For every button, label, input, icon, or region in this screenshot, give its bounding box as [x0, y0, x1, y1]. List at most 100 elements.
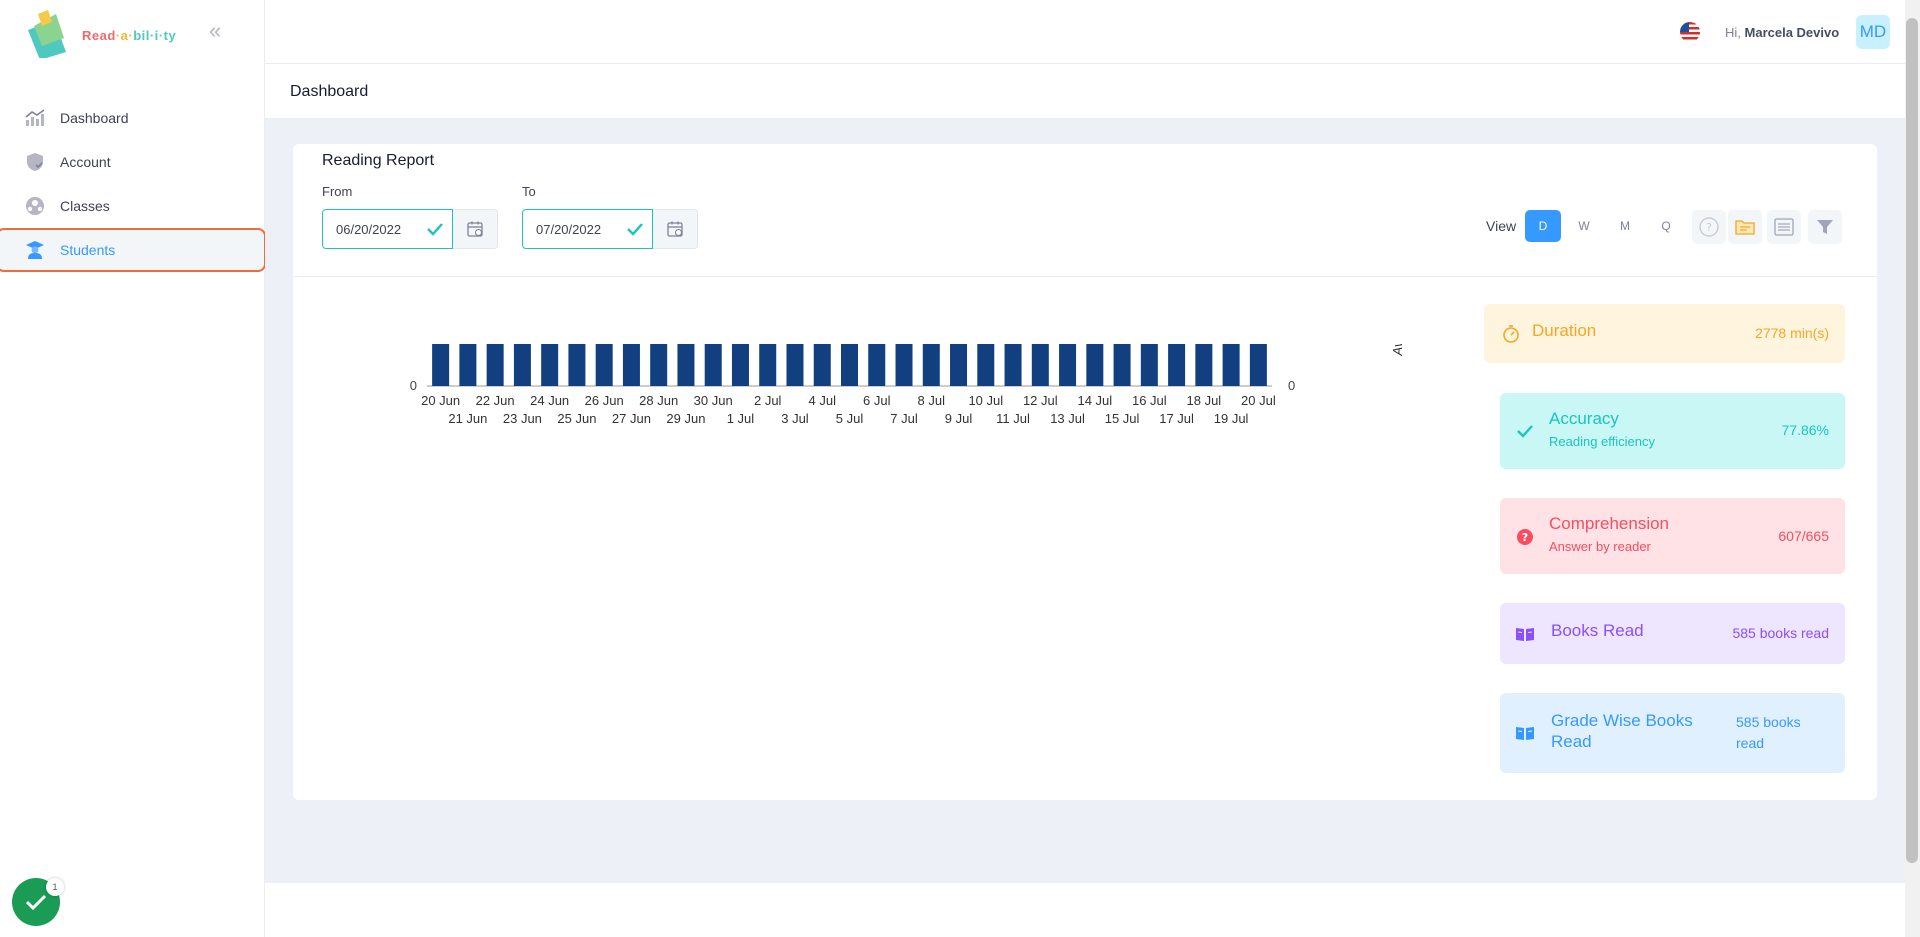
folder-button[interactable]: [1728, 210, 1762, 244]
greeting-prefix: Hi,: [1725, 25, 1741, 40]
svg-text:?: ?: [1522, 531, 1528, 544]
bar: [922, 344, 940, 386]
x-tick-label: 5 Jul: [836, 411, 864, 426]
y-tick-label: 0: [410, 378, 417, 393]
stopwatch-icon: [1500, 323, 1522, 345]
x-tick-label: 26 Jun: [585, 393, 624, 408]
to-calendar-button[interactable]: [653, 209, 698, 249]
stat-card-books-read[interactable]: Books Read 585 books read: [1500, 603, 1845, 664]
x-tick-label: 15 Jul: [1105, 411, 1140, 426]
sidebar-item-dashboard[interactable]: Dashboard: [0, 96, 265, 140]
view-label: View: [1486, 218, 1517, 234]
view-month-button[interactable]: M: [1620, 219, 1630, 233]
list-icon: [1774, 218, 1794, 236]
x-tick-label: 19 Jul: [1214, 411, 1249, 426]
sidebar-item-students[interactable]: Students: [0, 228, 266, 272]
view-quarter-button[interactable]: Q: [1661, 219, 1671, 233]
calendar-icon: [467, 221, 483, 237]
logo-text: Read·a·bil·i·ty: [82, 28, 177, 43]
notification-count: 1: [46, 878, 64, 896]
stat-card-duration[interactable]: Duration 2778 min(s): [1484, 304, 1845, 363]
view-day-button[interactable]: D: [1525, 210, 1561, 242]
x-tick-label: 3 Jul: [781, 411, 809, 426]
bar: [677, 344, 695, 386]
app-logo[interactable]: Read·a·bil·i·ty: [26, 8, 196, 60]
sidebar-item-label: Dashboard: [60, 110, 129, 126]
x-tick-label: 28 Jun: [639, 393, 678, 408]
x-tick-label: 11 Jul: [996, 411, 1030, 426]
x-tick-label: 13 Jul: [1050, 411, 1085, 426]
sidebar-item-classes[interactable]: Classes: [0, 184, 265, 228]
bar: [895, 344, 913, 386]
bar: [432, 344, 450, 386]
stat-subtitle: Answer by reader: [1549, 539, 1651, 554]
double-chevron-left-icon[interactable]: «: [209, 18, 222, 43]
to-date-value: 07/20/2022: [536, 221, 602, 237]
stat-value: 607/665: [1778, 528, 1829, 544]
bar: [1031, 344, 1049, 386]
to-date-group: 07/20/2022: [522, 209, 698, 249]
shield-icon: [24, 151, 46, 173]
x-tick-label: 20 Jun: [421, 393, 460, 408]
sidebar-item-account[interactable]: Account: [0, 140, 265, 184]
help-button[interactable]: ?: [1692, 210, 1726, 244]
from-label: From: [322, 184, 353, 199]
from-date-value: 06/20/2022: [336, 221, 402, 237]
x-tick-label: 17 Jul: [1159, 411, 1194, 426]
to-label: To: [522, 184, 536, 199]
bar: [1113, 344, 1131, 386]
bar: [950, 344, 968, 386]
x-tick-label: 12 Jul: [1023, 393, 1058, 408]
question-circle-icon: ?: [1514, 526, 1536, 548]
sidebar-item-label: Classes: [60, 198, 110, 214]
stat-value: 585 books read: [1736, 714, 1801, 751]
avatar[interactable]: MD: [1856, 15, 1890, 49]
x-tick-label: 14 Jul: [1077, 393, 1112, 408]
filter-button[interactable]: [1808, 210, 1842, 244]
filter-icon: [1817, 220, 1833, 234]
x-tick-label: 27 Jun: [612, 411, 651, 426]
x-tick-label: 24 Jun: [530, 393, 569, 408]
from-calendar-button[interactable]: [453, 209, 498, 249]
y2-axis-label: Avg Duration/Book (in min): [1390, 344, 1405, 357]
bar: [731, 344, 749, 386]
top-header: [265, 0, 1905, 64]
stat-card-grade-wise[interactable]: Grade Wise Books Read 585 books read: [1500, 693, 1845, 773]
sidebar-item-label: Students: [60, 242, 116, 258]
x-tick-label: 8 Jul: [918, 393, 946, 408]
user-greeting[interactable]: Hi, Marcela Devivo: [1725, 25, 1839, 40]
bar: [1222, 344, 1240, 386]
bar: [568, 344, 586, 386]
x-tick-label: 25 Jun: [557, 411, 596, 426]
x-tick-label: 9 Jul: [945, 411, 973, 426]
scrollbar-thumb[interactable]: [1906, 18, 1918, 863]
us-flag-icon[interactable]: [1680, 22, 1700, 42]
bar: [1140, 344, 1158, 386]
stat-card-comprehension[interactable]: ? Comprehension Answer by reader 607/665: [1500, 498, 1845, 574]
bar: [513, 344, 531, 386]
page-title: Dashboard: [290, 83, 369, 100]
footer: [265, 883, 1905, 937]
x-tick-label: 23 Jun: [503, 411, 542, 426]
stat-card-accuracy[interactable]: Accuracy Reading efficiency 77.86%: [1500, 393, 1845, 469]
stat-subtitle: Reading efficiency: [1549, 434, 1655, 449]
from-date-group: 06/20/2022: [322, 209, 498, 249]
subheader: Dashboard: [265, 64, 1905, 119]
from-date-input[interactable]: 06/20/2022: [322, 209, 453, 249]
view-week-button[interactable]: W: [1578, 219, 1590, 233]
bar: [868, 344, 886, 386]
x-tick-label: 1 Jul: [727, 411, 755, 426]
bar: [459, 344, 477, 386]
bar: [813, 344, 831, 386]
list-button[interactable]: [1767, 210, 1801, 244]
sidebar-item-label: Account: [60, 154, 111, 170]
calendar-icon: [667, 221, 683, 237]
check-icon: [1514, 420, 1536, 442]
x-tick-label: 18 Jul: [1187, 393, 1222, 408]
bar: [541, 344, 559, 386]
stat-value: 585 books read: [1732, 625, 1829, 641]
sidebar-nav: Dashboard Account Classes Students: [0, 96, 266, 272]
x-tick-label: 2 Jul: [754, 393, 782, 408]
bar: [595, 344, 613, 386]
to-date-input[interactable]: 07/20/2022: [522, 209, 653, 249]
